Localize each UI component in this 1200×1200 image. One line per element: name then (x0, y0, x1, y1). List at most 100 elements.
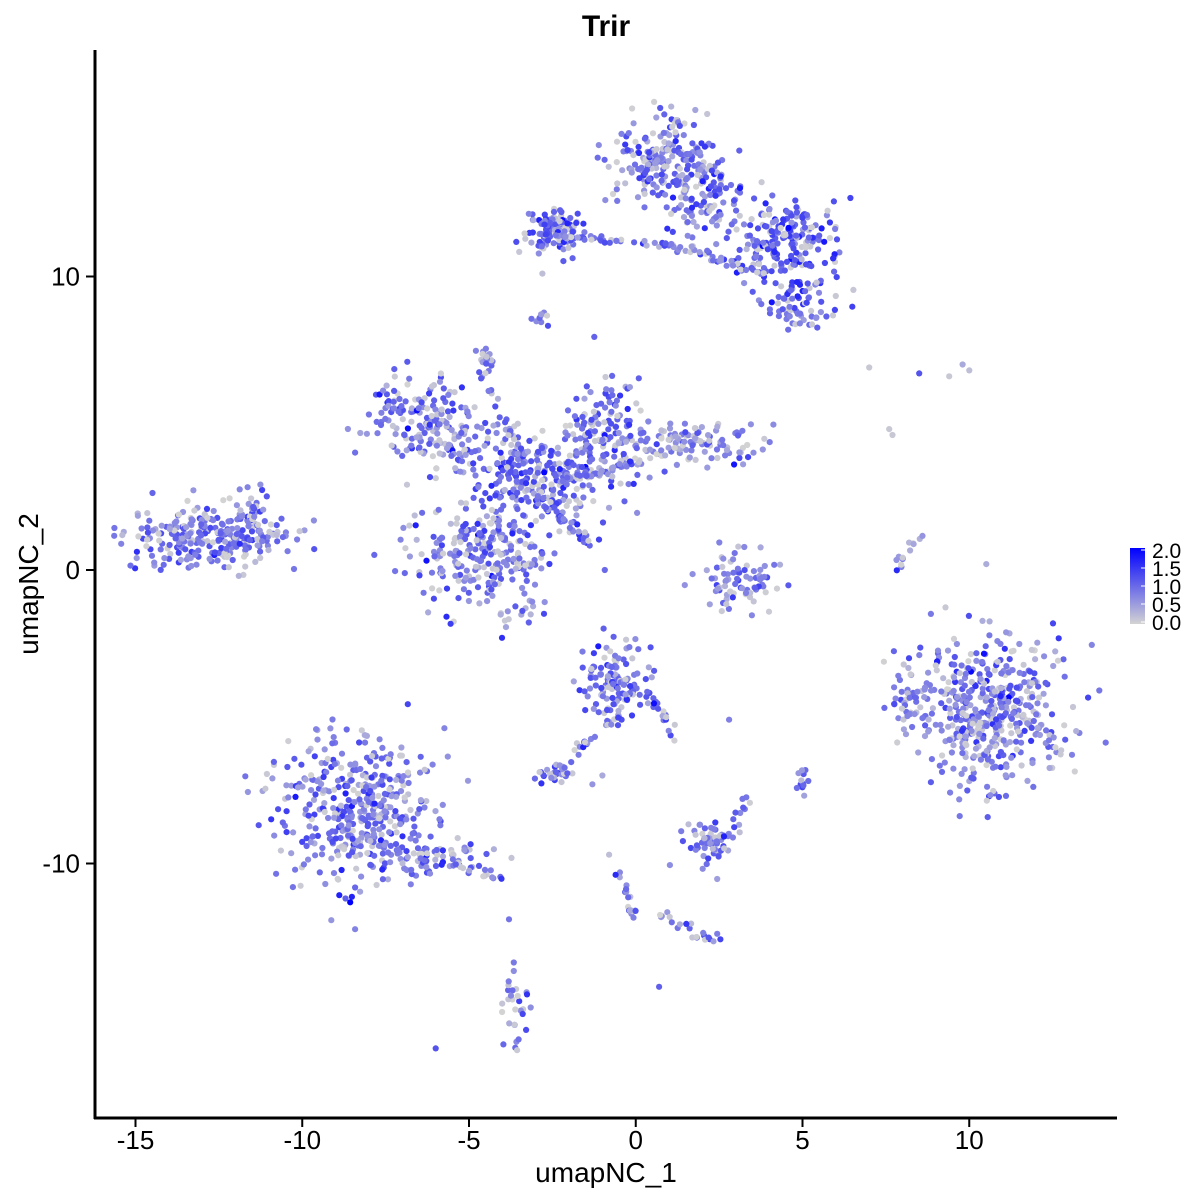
cell-point (538, 243, 545, 250)
cell-point (601, 156, 608, 163)
cell-point (519, 1010, 526, 1018)
cell-point (197, 539, 204, 546)
y-tick-label: -10 (42, 849, 80, 879)
cell-point (683, 157, 690, 164)
cell-point (345, 832, 352, 839)
cell-point (379, 850, 386, 857)
cell-point (808, 321, 816, 328)
cell-point (625, 894, 632, 901)
cell-point (1052, 648, 1059, 655)
cell-point (791, 304, 798, 312)
scatter-points (111, 98, 1109, 1054)
cell-point (376, 815, 383, 822)
cell-point (539, 427, 546, 434)
cell-point (898, 705, 906, 712)
cell-point (294, 536, 301, 543)
cell-point (484, 435, 491, 442)
cell-point (517, 537, 524, 544)
colorbar-label: 1.5 (1152, 558, 1181, 581)
cell-point (729, 834, 737, 841)
cell-point (921, 733, 929, 740)
cell-point (457, 539, 464, 546)
cell-point (531, 775, 539, 782)
cell-point (803, 211, 811, 219)
cell-point (948, 749, 956, 756)
cell-point (775, 293, 782, 301)
cell-point (509, 494, 516, 501)
x-axis-title: umapNC_1 (535, 1157, 677, 1188)
cell-point (595, 536, 603, 543)
cell-point (357, 765, 364, 773)
cell-point (437, 370, 444, 377)
cell-point (793, 784, 801, 792)
cell-point (452, 861, 459, 868)
cell-point (314, 736, 321, 743)
cell-point (483, 570, 491, 578)
cell-point (1013, 746, 1020, 753)
cell-point (550, 208, 558, 215)
cell-point (991, 688, 998, 695)
cell-point (421, 766, 428, 773)
cell-point (599, 772, 606, 779)
cell-point (997, 764, 1004, 771)
cell-point (350, 787, 357, 794)
cell-point (994, 658, 1001, 665)
cell-point (614, 685, 621, 692)
cell-point (693, 933, 700, 941)
cell-point (548, 481, 555, 488)
cell-point (814, 324, 821, 331)
cell-point (847, 194, 854, 202)
cell-point (880, 658, 888, 665)
cell-point (386, 776, 393, 783)
cell-point (719, 563, 726, 571)
cell-point (589, 456, 596, 463)
cell-point (669, 194, 677, 201)
cell-point (736, 189, 744, 196)
cell-point (273, 531, 280, 539)
cell-point (215, 536, 222, 544)
cell-point (379, 744, 386, 752)
cell-point (217, 530, 224, 537)
cell-point (682, 195, 689, 202)
cell-point (573, 219, 580, 226)
cell-point (739, 427, 746, 434)
cell-point (722, 185, 730, 192)
cell-point (257, 554, 264, 562)
cell-point (688, 195, 695, 202)
cell-point (1029, 694, 1036, 701)
cell-point (973, 657, 980, 665)
cell-point (826, 219, 834, 226)
cell-point (157, 546, 164, 553)
cell-point (634, 509, 641, 516)
cell-point (508, 441, 515, 448)
cell-point (316, 869, 323, 876)
cell-point (1036, 731, 1043, 739)
cell-point (717, 936, 724, 943)
cell-point (497, 449, 504, 456)
cell-point (753, 253, 760, 260)
cell-point (734, 432, 742, 439)
cell-point (662, 452, 669, 459)
cell-point (614, 412, 621, 420)
cell-point (364, 820, 372, 828)
cell-point (472, 347, 479, 354)
cell-point (932, 721, 939, 728)
cell-point (723, 235, 730, 242)
cell-point (797, 310, 804, 317)
cell-point (893, 556, 900, 564)
cell-point (587, 674, 594, 682)
cell-point (720, 555, 727, 562)
cell-point (786, 303, 793, 310)
cell-point (681, 186, 688, 193)
cell-point (830, 255, 837, 262)
cell-point (723, 447, 731, 454)
cell-point (302, 776, 309, 783)
cell-point (737, 809, 744, 817)
cell-point (529, 598, 536, 605)
cell-point (404, 854, 411, 861)
cell-point (575, 528, 582, 535)
cell-point (438, 861, 445, 868)
x-tick-label: -5 (457, 1125, 480, 1155)
cell-point (273, 522, 280, 529)
cell-point (407, 881, 414, 888)
